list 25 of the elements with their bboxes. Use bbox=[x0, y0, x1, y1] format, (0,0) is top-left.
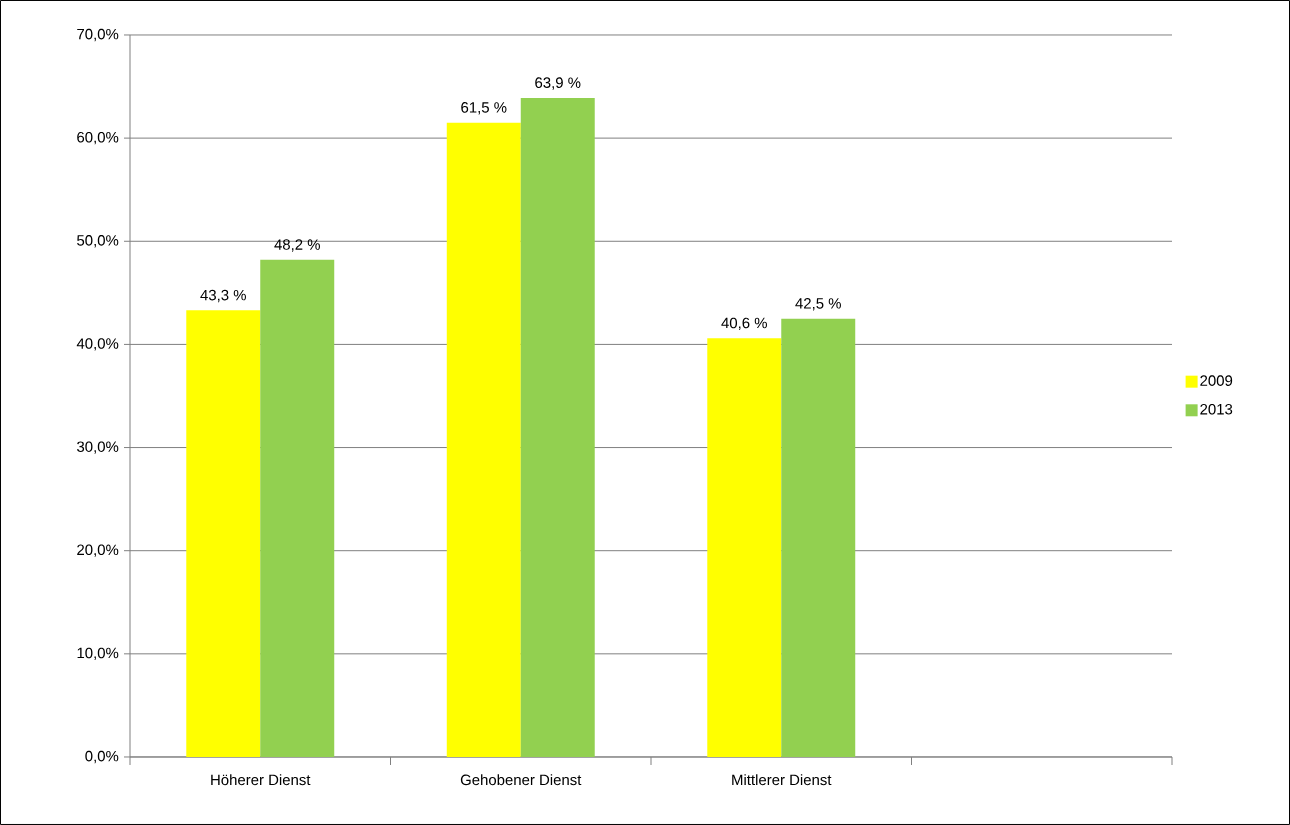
data-label: 61,5 % bbox=[461, 102, 507, 115]
data-label: 63,9 % bbox=[535, 77, 581, 90]
x-tick-label: Gehobener Dienst bbox=[460, 774, 582, 786]
data-label: 42,5 % bbox=[795, 298, 841, 311]
data-label: 48,2 % bbox=[274, 239, 320, 252]
bar bbox=[260, 259, 335, 757]
y-tick-label: 40,0% bbox=[76, 338, 119, 351]
bar bbox=[186, 310, 261, 757]
y-tick-label: 50,0% bbox=[77, 235, 119, 248]
y-tick-label: 10,0% bbox=[77, 647, 119, 661]
x-tick-label: Höherer Dienst bbox=[211, 774, 311, 786]
legend-label: 2009 bbox=[1200, 375, 1233, 386]
bar bbox=[781, 318, 856, 757]
y-tick-label: 70,0% bbox=[77, 28, 119, 42]
y-tick-label: 0,0% bbox=[85, 750, 119, 764]
y-tick-label: 20,0% bbox=[77, 544, 119, 557]
data-label: 40,6 % bbox=[721, 317, 767, 331]
bar bbox=[446, 122, 521, 757]
bar bbox=[520, 97, 595, 757]
x-tick-label: Mittlerer Dienst bbox=[732, 774, 832, 786]
y-tick-label: 60,0% bbox=[77, 131, 119, 145]
y-tick-label: 30,0% bbox=[77, 441, 119, 454]
bar bbox=[707, 338, 782, 757]
data-label: 43,3 % bbox=[200, 289, 246, 303]
legend-label: 2013 bbox=[1200, 403, 1233, 415]
